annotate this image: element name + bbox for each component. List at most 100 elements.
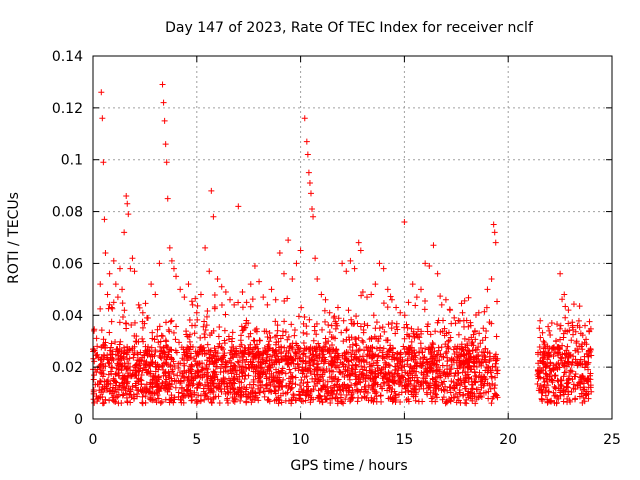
data-point [465,378,472,385]
data-point [299,364,306,371]
data-point [459,309,466,316]
data-point [382,359,389,366]
data-point [243,299,250,306]
data-point [427,355,434,362]
data-point [287,355,294,362]
data-point [147,388,154,395]
x-tick-label: 20 [499,432,517,448]
data-point [588,352,595,359]
data-point [106,360,113,367]
data-point [406,367,413,374]
data-point [477,378,484,385]
tick-labels: 0 0.02 0.04 0.06 0.08 0.1 0.12 0.14 0 5 10 15 20 25 [52,49,621,448]
data-point [541,351,548,358]
data-point [318,291,325,298]
data-point [116,265,123,272]
data-point [201,391,208,398]
data-point [106,270,113,277]
data-point [128,321,135,328]
data-point [159,81,166,88]
data-point [560,398,567,405]
data-point [451,314,458,321]
data-point [302,397,309,404]
data-point [274,353,281,360]
data-point [307,362,314,369]
data-point [229,335,236,342]
data-point [357,323,364,330]
data-point [201,331,208,338]
data-point [229,329,236,336]
data-point [570,353,577,360]
data-point [124,398,131,405]
data-point [410,356,417,363]
data-point [215,343,222,350]
data-point [450,394,457,401]
x-tick-label: 25 [603,432,621,448]
data-points [90,81,595,407]
data-point [334,387,341,394]
data-point [129,255,136,262]
data-point [232,396,239,403]
data-point [564,358,571,365]
data-point [185,281,192,288]
data-point [405,372,412,379]
data-point [482,375,489,382]
data-point [540,345,547,352]
data-point [158,332,165,339]
data-point [340,361,347,368]
data-point [394,360,401,367]
data-point [286,366,293,373]
data-point [408,344,415,351]
data-point [447,389,454,396]
data-point [147,353,154,360]
data-point [448,361,455,368]
data-point [332,394,339,401]
data-point [177,286,184,293]
data-point [463,396,470,403]
data-point [453,399,460,406]
data-point [345,334,352,341]
data-point [283,353,290,360]
data-point [247,330,254,337]
data-point [218,388,225,395]
data-point [563,363,570,370]
data-point [347,398,354,405]
data-point [429,369,436,376]
data-point [424,323,431,330]
data-point [396,391,403,398]
data-point [131,350,138,357]
data-point [310,337,317,344]
data-point [306,180,313,187]
data-point [207,358,214,365]
data-point [573,338,580,345]
data-point [174,372,181,379]
data-point [291,332,298,339]
data-point [97,305,104,312]
data-point [480,389,487,396]
data-point [225,333,232,340]
data-point [156,363,163,370]
data-point [200,323,207,330]
data-point [551,373,558,380]
data-point [568,337,575,344]
data-point [444,399,451,406]
data-point [108,370,115,377]
data-point [298,377,305,384]
data-point [356,373,363,380]
data-point [91,347,98,354]
data-point [119,363,126,370]
data-point [116,319,123,326]
data-point [218,344,225,351]
data-point [372,281,379,288]
data-point [334,377,341,384]
data-point [231,301,238,308]
data-point [413,331,420,338]
data-point [155,395,162,402]
data-point [467,350,474,357]
data-point [493,392,500,399]
data-point [327,384,334,391]
data-point [483,327,490,334]
data-point [383,361,390,368]
data-point [109,348,116,355]
data-point [359,366,366,373]
